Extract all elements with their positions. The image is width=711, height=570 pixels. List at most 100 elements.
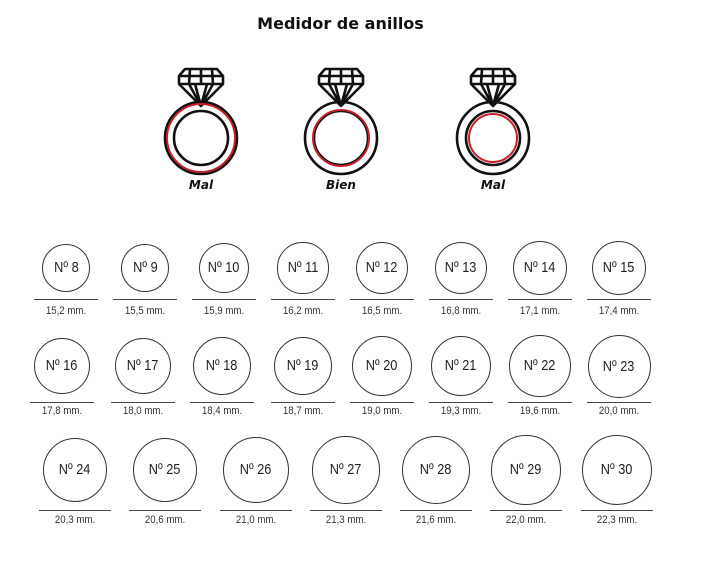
size-divider <box>192 299 256 301</box>
size-circle: Nº 11 <box>277 242 329 294</box>
size-diameter-mm: 20,3 mm. <box>54 514 96 526</box>
size-number: Nº 23 <box>603 357 635 375</box>
diamond-ring-icon <box>163 67 239 176</box>
diamond-ring-icon <box>455 67 531 176</box>
size-circle: Nº 18 <box>193 337 251 395</box>
size-divider <box>271 299 335 301</box>
size-divider <box>581 510 653 512</box>
size-diameter-mm: 20,6 mm. <box>144 514 186 526</box>
size-circle: Nº 15 <box>591 240 647 296</box>
size-divider <box>490 510 562 512</box>
size-circle: Nº 25 <box>132 437 198 503</box>
size-divider <box>587 402 651 404</box>
size-circle: Nº 12 <box>356 242 408 294</box>
size-circle: Nº 21 <box>430 335 492 397</box>
size-number: Nº 21 <box>445 357 477 375</box>
size-diameter-mm: 15,9 mm. <box>203 305 245 317</box>
size-number: Nº 29 <box>510 461 542 479</box>
size-divider <box>220 510 292 512</box>
size-number: Nº 13 <box>445 259 477 277</box>
size-circle: Nº 14 <box>513 241 567 295</box>
size-circle: Nº 26 <box>222 436 290 504</box>
size-number: Nº 16 <box>46 357 78 375</box>
size-circle: Nº 28 <box>401 435 470 504</box>
size-circle: Nº 9 <box>120 243 170 293</box>
size-number: Nº 26 <box>240 461 272 479</box>
size-divider <box>34 299 98 301</box>
size-number: Nº 27 <box>330 461 362 479</box>
ring-example-too-small <box>455 66 531 176</box>
size-number: Nº 25 <box>149 461 181 479</box>
size-divider <box>190 402 254 404</box>
size-circle: Nº 27 <box>312 436 380 504</box>
size-diameter-mm: 19,3 mm. <box>440 405 482 417</box>
size-number: Nº 17 <box>127 357 159 375</box>
size-divider <box>271 402 335 404</box>
size-divider <box>39 510 111 512</box>
size-circle: Nº 19 <box>273 336 333 396</box>
diamond-ring-icon <box>303 67 379 176</box>
page-title: Medidor de anillos <box>257 14 424 33</box>
size-divider <box>400 510 472 512</box>
size-divider <box>429 299 493 301</box>
size-diameter-mm: 16,2 mm. <box>282 305 324 317</box>
size-divider <box>350 299 414 301</box>
size-circle: Nº 29 <box>491 435 561 505</box>
size-number: Nº 28 <box>420 461 452 479</box>
ring-example-label: Bien <box>326 178 356 192</box>
size-divider <box>587 299 651 301</box>
ring-example-label: Mal <box>188 178 214 192</box>
size-divider <box>30 402 94 404</box>
size-divider <box>310 510 382 512</box>
size-divider <box>129 510 201 512</box>
size-number: Nº 9 <box>132 259 158 277</box>
size-diameter-mm: 22,3 mm. <box>596 514 638 526</box>
ring-example-correct <box>303 66 379 176</box>
size-circle: Nº 23 <box>587 334 651 398</box>
size-number: Nº 24 <box>59 461 91 479</box>
size-circle: Nº 16 <box>33 337 91 395</box>
size-number: Nº 15 <box>603 259 635 277</box>
size-number: Nº 20 <box>366 357 398 375</box>
size-circle: Nº 8 <box>42 244 90 292</box>
size-number: Nº 11 <box>287 259 319 277</box>
ring-example-label: Mal <box>480 178 506 192</box>
size-diameter-mm: 18,7 mm. <box>282 405 324 417</box>
size-diameter-mm: 16,5 mm. <box>361 305 403 317</box>
size-number: Nº 19 <box>287 357 319 375</box>
size-diameter-mm: 16,8 mm. <box>440 305 482 317</box>
size-diameter-mm: 18,4 mm. <box>201 405 243 417</box>
size-diameter-mm: 15,2 mm. <box>45 305 87 317</box>
size-diameter-mm: 21,0 mm. <box>235 514 277 526</box>
size-diameter-mm: 21,3 mm. <box>325 514 367 526</box>
size-divider <box>508 299 572 301</box>
size-divider <box>350 402 414 404</box>
size-circle: Nº 22 <box>509 335 571 397</box>
size-circle: Nº 20 <box>352 336 412 396</box>
size-diameter-mm: 17,8 mm. <box>41 405 83 417</box>
size-diameter-mm: 22,0 mm. <box>505 514 547 526</box>
size-number: Nº 22 <box>524 357 556 375</box>
size-number: Nº 10 <box>208 259 240 277</box>
size-divider <box>113 299 177 301</box>
size-diameter-mm: 17,4 mm. <box>598 305 640 317</box>
size-number: Nº 30 <box>601 461 633 479</box>
size-diameter-mm: 17,1 mm. <box>519 305 561 317</box>
finger-outline <box>468 113 518 163</box>
size-number: Nº 14 <box>524 259 556 277</box>
size-number: Nº 8 <box>53 259 79 277</box>
size-number: Nº 18 <box>206 357 238 375</box>
size-circle: Nº 10 <box>198 242 250 294</box>
size-circle: Nº 30 <box>581 434 653 506</box>
size-diameter-mm: 18,0 mm. <box>122 405 164 417</box>
size-circle: Nº 24 <box>43 438 107 502</box>
size-divider <box>508 402 572 404</box>
finger-outline <box>166 103 236 173</box>
size-divider <box>429 402 493 404</box>
size-diameter-mm: 19,0 mm. <box>361 405 403 417</box>
size-circle: Nº 17 <box>114 337 172 395</box>
size-diameter-mm: 20,0 mm. <box>598 405 640 417</box>
size-diameter-mm: 19,6 mm. <box>519 405 561 417</box>
ring-example-too-large <box>163 66 239 176</box>
finger-outline <box>312 109 370 167</box>
